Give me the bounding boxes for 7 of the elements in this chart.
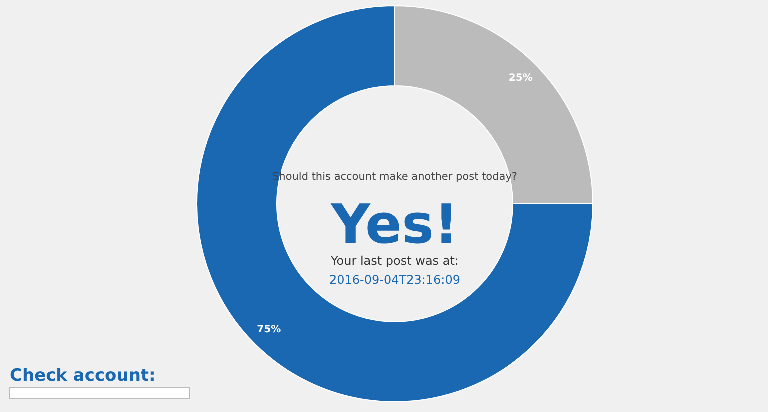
text: 2016-09-04T23:16:09 [330,273,460,287]
data-label: 25% [508,72,533,84]
text: Your last post was at: [330,254,459,268]
data-label: 75% [257,324,282,336]
text: Yes! [330,193,459,256]
text: Check account: [10,366,156,386]
donut-slice [196,6,594,402]
